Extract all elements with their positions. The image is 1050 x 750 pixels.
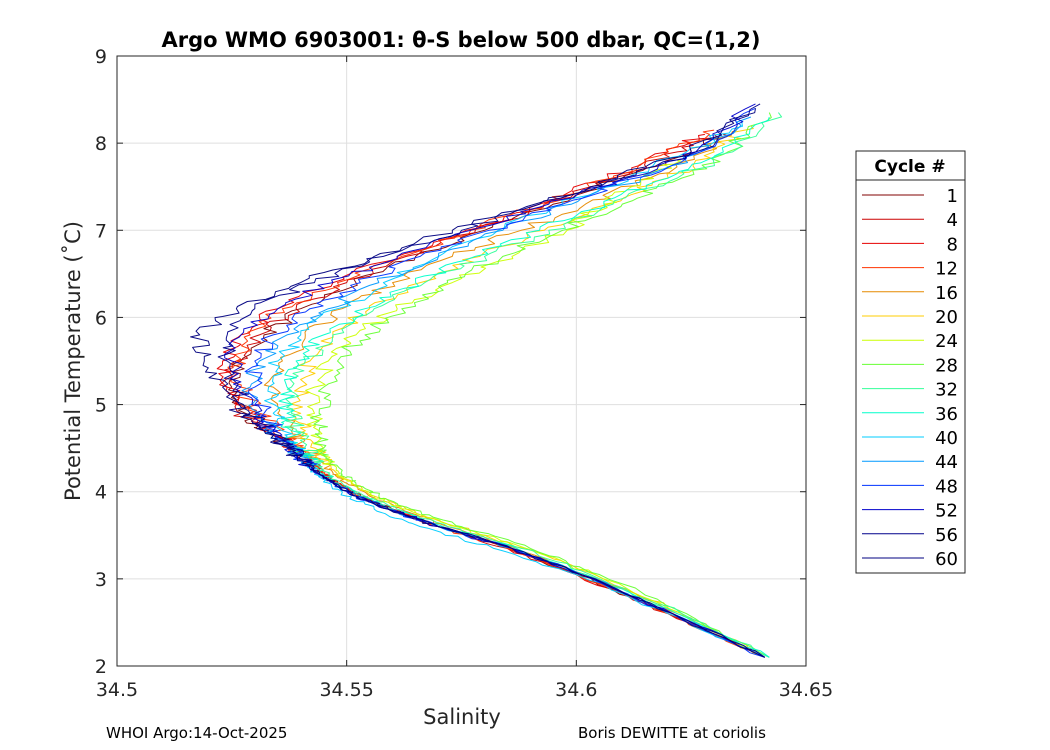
chart-title: Argo WMO 6903001: θ-S below 500 dbar, QC… [162,28,761,52]
legend-box [855,150,966,574]
y-tick-label: 7 [95,220,107,242]
y-tick-label: 4 [95,482,107,504]
y-axis-label: Potential Temperature (˚C) [61,221,85,501]
y-tick-label: 6 [95,307,107,329]
series-line-cycle-28 [309,112,772,658]
legend-label: 1 [947,186,958,207]
plot-area [117,56,806,666]
series-line-cycle-32 [284,112,783,658]
series-line-cycle-56 [217,103,765,658]
footer-credit-left: WHOI Argo:14-Oct-2025 [106,724,288,742]
series-layer [190,103,783,658]
legend-label: 24 [935,331,958,352]
x-tick-label: 34.55 [319,679,373,701]
footer-credit-right: Boris DEWITTE at coriolis [578,724,766,742]
x-tick-label: 34.6 [555,679,597,701]
legend-title: Cycle # [874,157,945,177]
legend-label: 16 [935,283,958,304]
y-tick-label: 2 [95,656,107,678]
legend-label: 40 [935,428,958,449]
y-tick-label: 5 [95,395,107,417]
legend-label: 56 [935,525,958,546]
legend-label: 12 [935,259,958,280]
x-tick-label: 34.65 [779,679,833,701]
legend-label: 44 [935,452,958,473]
legend-label: 28 [935,355,958,376]
plot-frame [116,55,807,667]
y-tick-label: 8 [95,133,107,155]
legend-label: 8 [947,234,958,255]
grid-lines [117,56,806,666]
legend-label: 36 [935,404,958,425]
legend-label: 48 [935,476,958,497]
legend-label: 52 [935,501,958,522]
y-axis-ticks: 2 3 4 5 6 7 8 9 [95,46,806,678]
x-axis-label: Salinity [423,705,501,729]
y-tick-label: 3 [95,569,107,591]
legend-label: 60 [935,549,958,570]
legend-label: 4 [947,210,958,231]
x-axis-ticks: 34.5 34.55 34.6 34.65 [96,56,833,701]
legend-label: 20 [935,307,958,328]
series-line-cycle-60 [190,108,765,658]
legend-label: 32 [935,380,958,401]
y-tick-label: 9 [95,46,107,68]
x-tick-label: 34.5 [96,679,138,701]
series-line-cycle-40 [264,121,765,658]
